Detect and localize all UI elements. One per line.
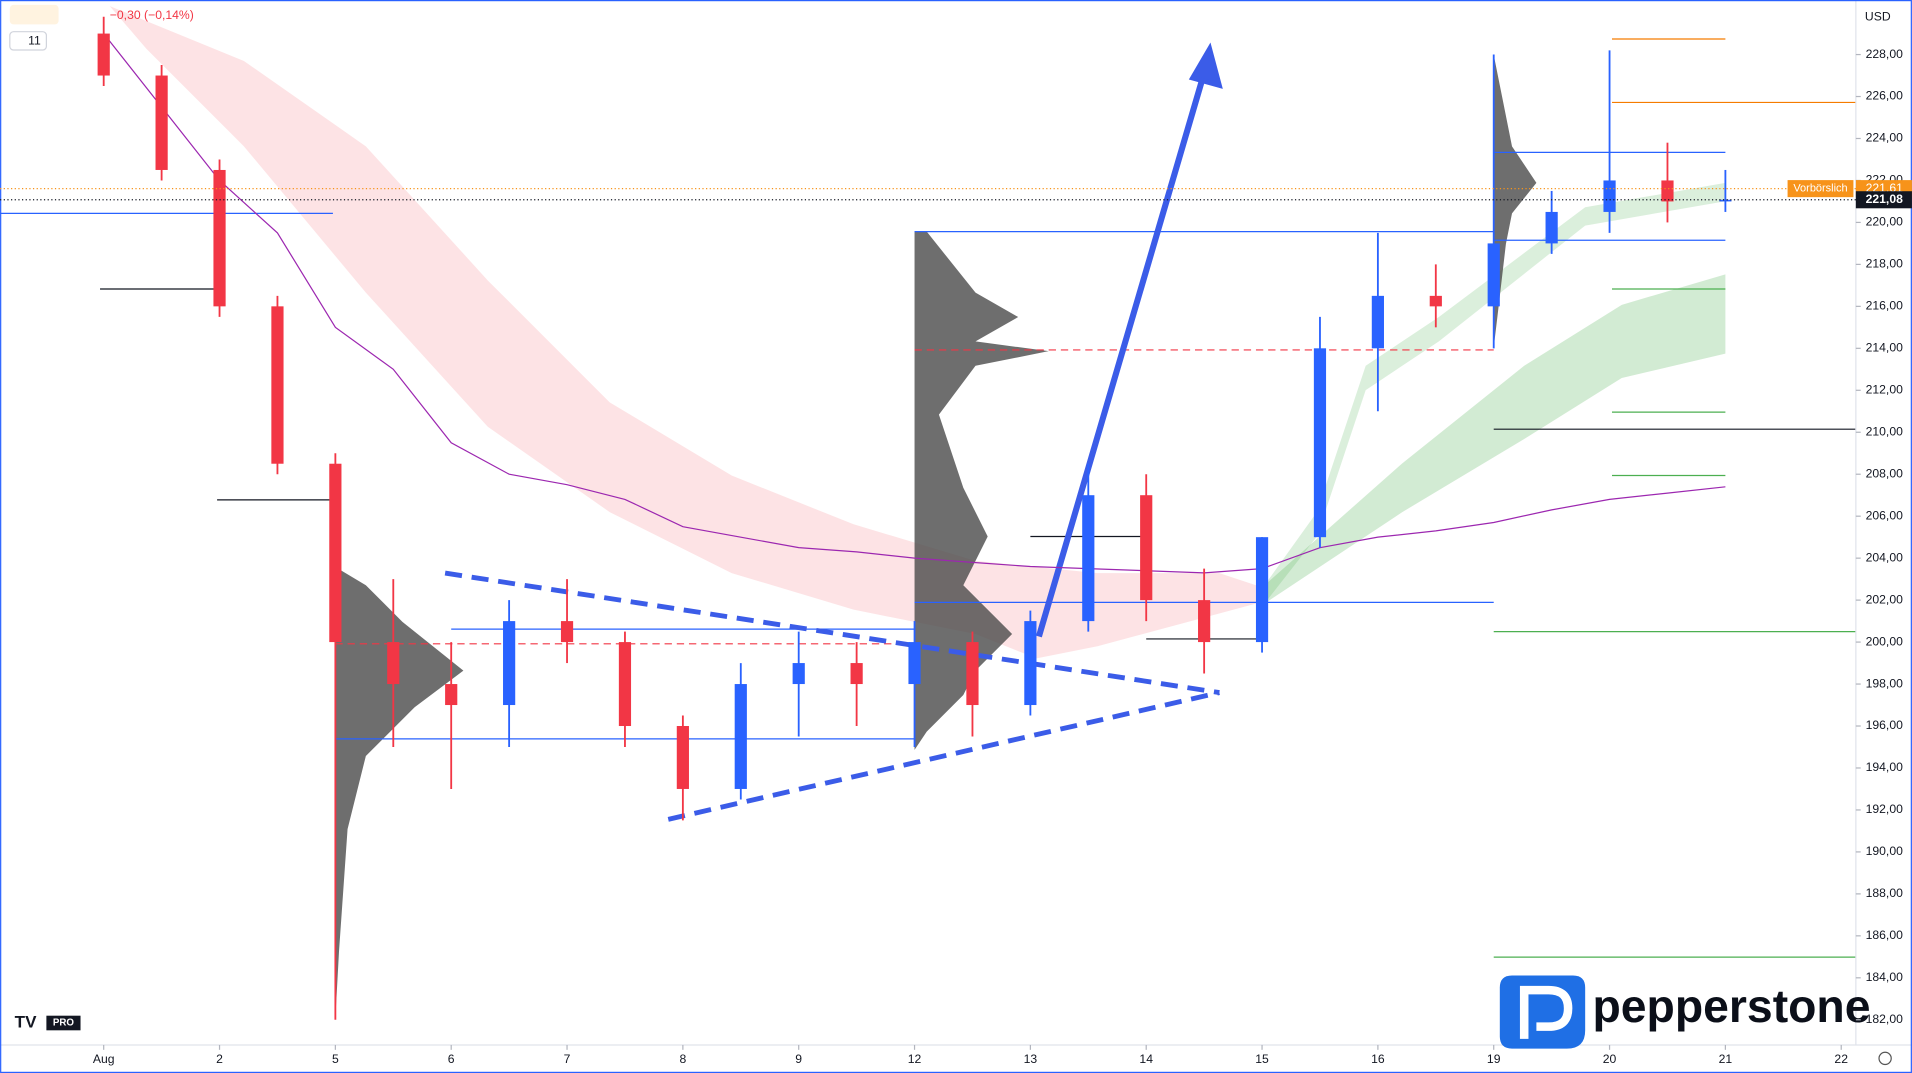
plot — [97, 16, 1732, 1020]
candle-body — [1719, 199, 1732, 202]
last-price: 221,08 — [1866, 192, 1903, 206]
x-tick-label: 7 — [564, 1052, 571, 1066]
candle-body — [1024, 621, 1037, 706]
candle-body — [1661, 180, 1674, 202]
y-tick-label: 194,00 — [1866, 760, 1903, 774]
y-tick-label: 204,00 — [1866, 550, 1903, 564]
x-tick-label: 22 — [1834, 1052, 1848, 1066]
candle-body — [1082, 495, 1095, 622]
y-tick-label: 188,00 — [1866, 886, 1903, 900]
candle-body — [618, 642, 632, 727]
candle-body — [329, 463, 342, 643]
candle-body — [271, 306, 284, 464]
pepperstone-icon-p — [1519, 985, 1573, 1039]
volume-profile — [1493, 54, 1537, 348]
candle-body — [560, 621, 574, 643]
arrow-head — [1188, 42, 1223, 89]
premarket-label: Vorbörslich — [1793, 183, 1847, 195]
y-tick-label: 196,00 — [1866, 718, 1903, 732]
volume-profile — [914, 231, 1049, 750]
ribbon-bull-fast — [1264, 182, 1726, 604]
candle-body — [445, 684, 458, 706]
y-tick-label: 206,00 — [1866, 508, 1903, 522]
candle-body — [792, 663, 805, 685]
change: −0,30 (−0,14%) — [110, 8, 194, 22]
y-tick-label: 200,00 — [1866, 634, 1903, 648]
candle-body — [1313, 348, 1327, 538]
candle-body — [155, 75, 168, 170]
currency[interactable]: USD — [1865, 9, 1891, 23]
y-tick-label: 228,00 — [1866, 47, 1903, 61]
y-tick-label: 220,00 — [1866, 215, 1903, 229]
candle-body — [734, 684, 747, 789]
x-tick-label: 16 — [1371, 1052, 1385, 1066]
premarket-tag — [1787, 180, 1854, 198]
candle-body — [213, 169, 226, 307]
candle-body — [1603, 180, 1616, 212]
candle-body — [850, 663, 863, 685]
y-tick-label: 214,00 — [1866, 341, 1903, 355]
x-tick-label: 21 — [1719, 1052, 1733, 1066]
x-tick-label: Aug — [93, 1052, 115, 1066]
candle-body — [1545, 211, 1558, 244]
trend-line — [444, 570, 1220, 695]
y-tick-label: 192,00 — [1866, 802, 1903, 816]
candle-body — [908, 642, 921, 685]
interval[interactable]: 11 — [28, 34, 41, 48]
candle-body — [676, 726, 689, 789]
candle-body — [1371, 295, 1384, 349]
x-tick-label: 6 — [448, 1052, 455, 1066]
x-tick-label: 8 — [679, 1052, 686, 1066]
candle-body — [1198, 600, 1211, 643]
x-tick-label: 14 — [1139, 1052, 1153, 1066]
x-tick-label: 20 — [1603, 1052, 1617, 1066]
y-tick-label: 226,00 — [1866, 89, 1903, 103]
y-tick-label: 202,00 — [1866, 592, 1903, 606]
x-tick-label: 2 — [216, 1052, 223, 1066]
badge — [9, 4, 59, 25]
y-tick-label: 224,00 — [1866, 131, 1903, 145]
y-tick-label: 186,00 — [1866, 928, 1903, 942]
candle-body — [387, 642, 400, 685]
volume-profile — [335, 566, 464, 1019]
candle-body — [1140, 495, 1153, 601]
last-price-tag — [1855, 191, 1912, 209]
settings-icon[interactable] — [1878, 1051, 1892, 1066]
x-tick-label: 12 — [908, 1052, 922, 1066]
y-tick-label: 184,00 — [1866, 970, 1903, 984]
y-tick-label: 216,00 — [1866, 299, 1903, 313]
y-tick-label: 210,00 — [1866, 424, 1903, 438]
candle-body — [1487, 243, 1500, 307]
arrow-shaft — [1035, 78, 1206, 638]
tv-logo: TV — [15, 1013, 37, 1032]
tv-pro: PRO — [53, 1018, 75, 1029]
interval-button[interactable] — [9, 31, 47, 51]
x-tick-label: 13 — [1024, 1052, 1038, 1066]
candle-body — [966, 642, 979, 706]
trend-line — [667, 690, 1220, 822]
y-tick-label: 212,00 — [1866, 383, 1903, 397]
x-tick-label: 19 — [1487, 1052, 1501, 1066]
ribbon-bull — [1264, 274, 1726, 604]
y-tick-label: 182,00 — [1866, 1012, 1903, 1026]
pepperstone-logo: pepperstone — [1592, 980, 1870, 1032]
candle-body — [1255, 537, 1269, 643]
candle-body — [1429, 295, 1442, 307]
y-tick-label: 190,00 — [1866, 844, 1903, 858]
overlay-line — [103, 33, 1726, 574]
x-tick-label: 5 — [332, 1052, 339, 1066]
x-tick-label: 9 — [795, 1052, 802, 1066]
candle-body — [97, 33, 110, 76]
x-tick-label: 15 — [1255, 1052, 1269, 1066]
y-tick-label: 218,00 — [1866, 257, 1903, 271]
tv-badge — [46, 1015, 81, 1031]
y-tick-label: 198,00 — [1866, 676, 1903, 690]
y-tick-label: 208,00 — [1866, 466, 1903, 480]
candle-body — [503, 621, 516, 706]
